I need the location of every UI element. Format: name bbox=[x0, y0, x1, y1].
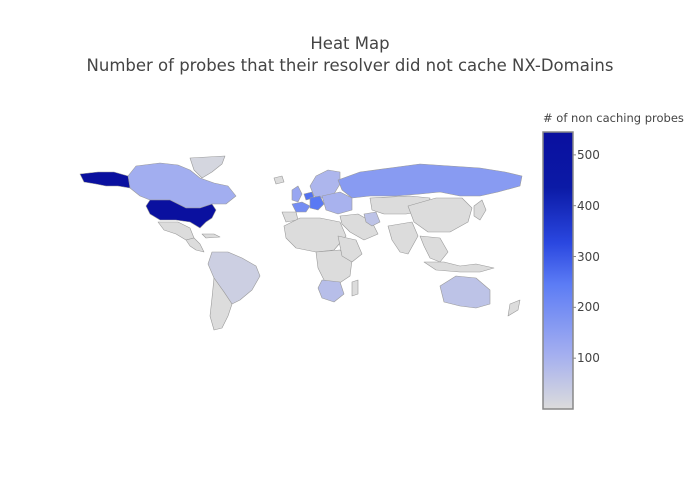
colorbar-tick-label-100: 100 bbox=[577, 351, 600, 366]
region-east-africa[interactable] bbox=[337, 235, 363, 263]
region-greenland[interactable] bbox=[189, 155, 226, 179]
region-eastern-europe[interactable] bbox=[321, 191, 353, 215]
colorbar-tick-label-300: 300 bbox=[577, 249, 600, 264]
region-canada[interactable] bbox=[127, 162, 237, 209]
region-argentina[interactable] bbox=[209, 277, 233, 331]
region-mexico[interactable] bbox=[157, 221, 195, 241]
region-germany[interactable] bbox=[309, 195, 325, 211]
region-madagascar[interactable] bbox=[351, 279, 359, 297]
chart-title-line1: Heat Map bbox=[310, 34, 390, 53]
colorbar-tick-label-200: 200 bbox=[577, 300, 600, 315]
region-australia[interactable] bbox=[439, 275, 491, 309]
region-caribbean[interactable] bbox=[201, 233, 221, 239]
region-brazil[interactable] bbox=[207, 251, 261, 305]
region-south-africa[interactable] bbox=[317, 279, 345, 303]
region-southeast-asia[interactable] bbox=[419, 235, 449, 263]
region-north-africa[interactable] bbox=[283, 217, 347, 253]
region-japan[interactable] bbox=[473, 199, 487, 221]
region-uk[interactable] bbox=[291, 185, 303, 203]
colorbar bbox=[542, 131, 574, 410]
region-alaska[interactable] bbox=[79, 171, 131, 189]
region-usa[interactable] bbox=[145, 199, 217, 229]
region-china[interactable] bbox=[407, 197, 473, 233]
region-iran[interactable] bbox=[363, 211, 381, 227]
region-india[interactable] bbox=[387, 221, 419, 255]
colorbar-tick-label-400: 400 bbox=[577, 198, 600, 213]
region-central-america[interactable] bbox=[185, 237, 205, 253]
region-france[interactable] bbox=[291, 201, 311, 213]
chart-title: Heat Map Number of probes that their res… bbox=[0, 33, 700, 77]
colorbar-tick-label-500: 500 bbox=[577, 147, 600, 162]
colorbar-title: # of non caching probes bbox=[543, 111, 684, 125]
region-new-zealand[interactable] bbox=[507, 299, 521, 317]
region-iceland[interactable] bbox=[273, 175, 285, 185]
region-russia[interactable] bbox=[337, 163, 523, 199]
region-indonesia[interactable] bbox=[423, 261, 495, 273]
chart-title-line2: Number of probes that their resolver did… bbox=[86, 56, 614, 75]
